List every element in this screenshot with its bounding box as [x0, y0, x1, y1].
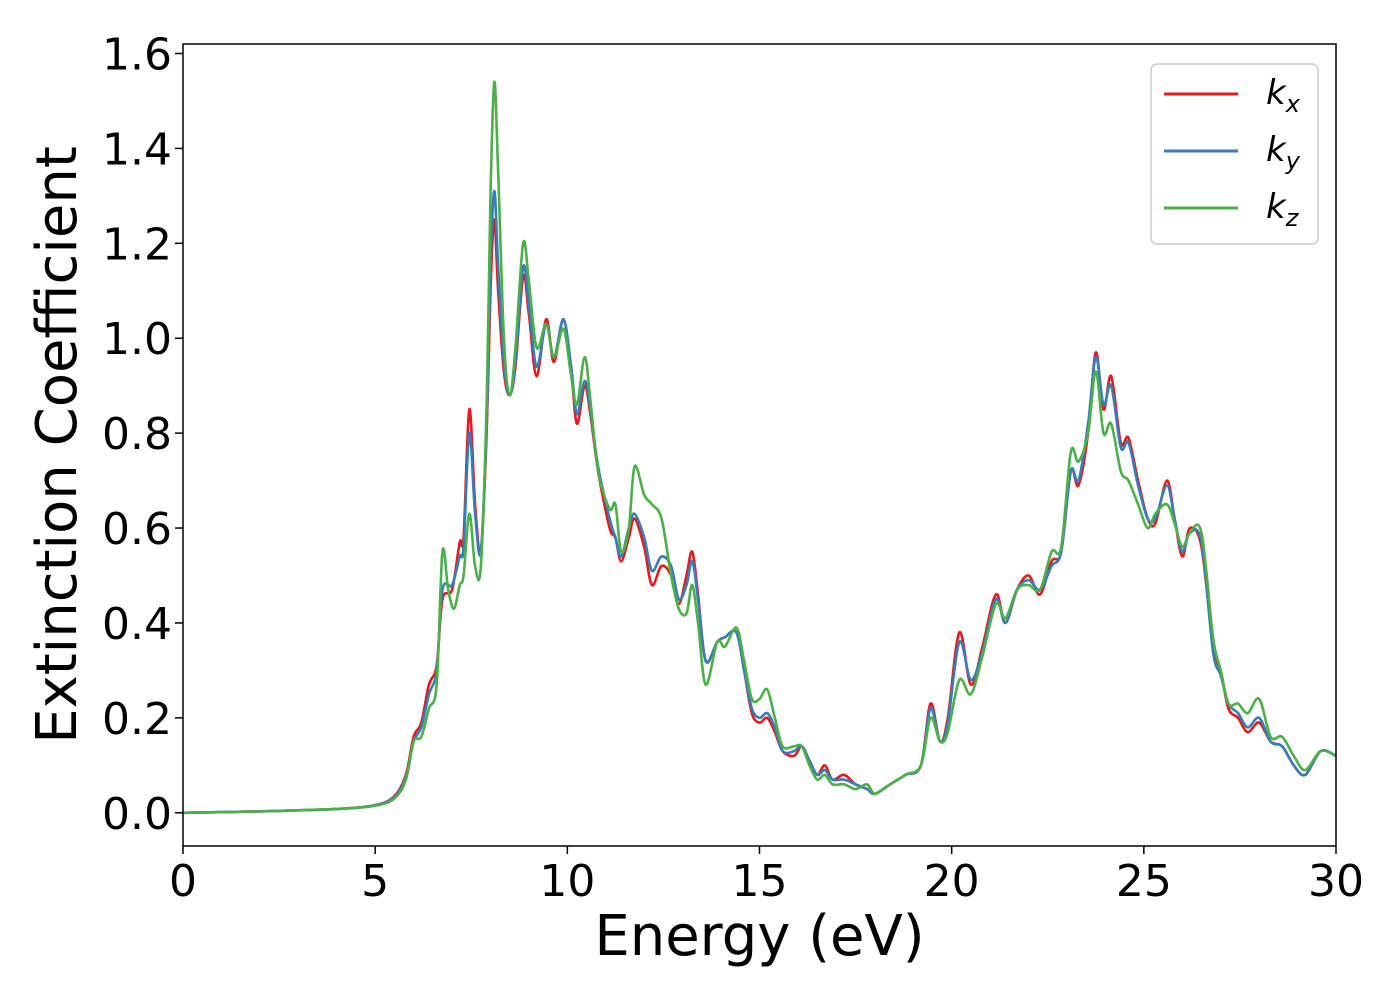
- y-tick-label: 0.6: [102, 504, 172, 555]
- y-tick-label: 0.8: [102, 409, 172, 460]
- x-tick-label: 0: [169, 856, 197, 907]
- legend-frame: [1150, 63, 1319, 245]
- y-tick-label: 0.4: [102, 599, 172, 650]
- y-axis-label: Extinction Coefficient: [25, 146, 90, 744]
- series-layer: [183, 80, 1336, 815]
- x-tick-label: 30: [1308, 856, 1364, 907]
- y-tick-label: 1.2: [102, 219, 172, 270]
- series-line-k-z: [183, 80, 1336, 815]
- x-tick-label: 25: [1116, 856, 1172, 907]
- y-tick-label: 0.0: [102, 789, 172, 840]
- x-axis-label: Energy (eV): [594, 904, 924, 969]
- x-tick-label: 15: [732, 856, 788, 907]
- y-tick-label: 1.0: [102, 314, 172, 365]
- x-tick-label: 5: [361, 856, 389, 907]
- x-axis-ticks: 0 5 10 15 20 25 30: [169, 846, 1364, 907]
- y-tick-label: 0.2: [102, 694, 172, 745]
- y-tick-label: 1.4: [102, 124, 172, 175]
- y-tick-label: 1.6: [102, 29, 172, 80]
- x-tick-label: 20: [924, 856, 980, 907]
- x-tick-label: 10: [539, 856, 595, 907]
- y-axis-ticks: 0.0 0.2 0.4 0.6 0.8 1.0 1.2 1.4 1.6: [102, 29, 183, 840]
